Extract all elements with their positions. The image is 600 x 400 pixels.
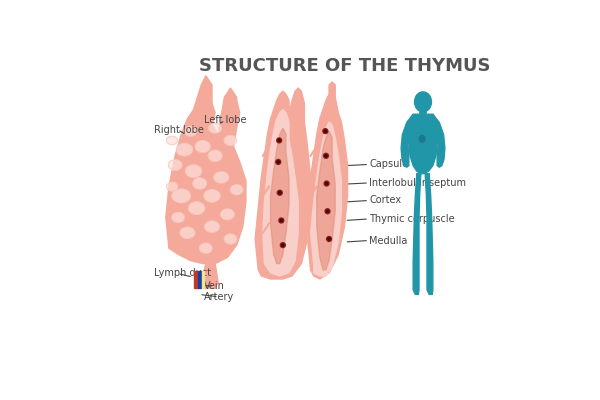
Ellipse shape (224, 234, 236, 244)
Ellipse shape (166, 136, 178, 145)
Ellipse shape (278, 139, 280, 142)
Ellipse shape (230, 185, 243, 195)
Ellipse shape (172, 189, 190, 203)
Polygon shape (221, 88, 236, 116)
Text: Lymph duct: Lymph duct (154, 268, 211, 278)
Ellipse shape (168, 160, 182, 170)
Polygon shape (201, 264, 218, 288)
Ellipse shape (323, 153, 328, 158)
Text: Capsule: Capsule (369, 160, 408, 170)
Text: Left lobe: Left lobe (205, 115, 247, 125)
Text: Thymic corpuscle: Thymic corpuscle (369, 214, 455, 224)
Polygon shape (198, 271, 201, 288)
Polygon shape (308, 82, 347, 279)
Ellipse shape (277, 161, 280, 163)
Ellipse shape (415, 92, 431, 112)
Ellipse shape (325, 182, 328, 185)
Polygon shape (409, 114, 437, 174)
Ellipse shape (326, 236, 332, 242)
Ellipse shape (325, 209, 330, 214)
Text: Right lobe: Right lobe (154, 125, 204, 135)
Text: Vein: Vein (205, 281, 225, 291)
Text: Cortex: Cortex (369, 196, 401, 206)
Polygon shape (255, 88, 311, 279)
Polygon shape (194, 271, 197, 288)
Ellipse shape (326, 210, 329, 212)
Ellipse shape (184, 126, 197, 136)
Ellipse shape (200, 243, 212, 253)
Polygon shape (425, 174, 433, 294)
Polygon shape (194, 76, 212, 110)
Ellipse shape (325, 154, 327, 157)
Ellipse shape (280, 243, 286, 248)
Ellipse shape (277, 190, 282, 195)
Ellipse shape (209, 123, 221, 133)
Ellipse shape (196, 141, 210, 152)
Ellipse shape (208, 150, 222, 161)
Ellipse shape (324, 181, 329, 186)
Ellipse shape (279, 218, 284, 223)
Ellipse shape (176, 144, 193, 156)
Polygon shape (317, 131, 335, 270)
Ellipse shape (166, 182, 178, 191)
Ellipse shape (214, 172, 229, 183)
Polygon shape (263, 110, 298, 276)
Text: STRUCTURE OF THE THYMUS: STRUCTURE OF THE THYMUS (199, 57, 490, 75)
Polygon shape (271, 128, 289, 264)
Polygon shape (433, 114, 445, 167)
Ellipse shape (205, 221, 220, 232)
Ellipse shape (172, 212, 184, 222)
Ellipse shape (281, 244, 284, 246)
Ellipse shape (278, 192, 281, 194)
Ellipse shape (280, 219, 283, 222)
Ellipse shape (276, 160, 281, 164)
Ellipse shape (185, 165, 202, 177)
Text: Medulla: Medulla (369, 236, 407, 246)
Polygon shape (413, 174, 421, 294)
Ellipse shape (193, 178, 206, 189)
Ellipse shape (277, 138, 281, 143)
Ellipse shape (419, 136, 425, 142)
Ellipse shape (328, 238, 330, 240)
Ellipse shape (180, 227, 195, 238)
Text: Interlobular septum: Interlobular septum (369, 178, 466, 188)
Ellipse shape (204, 190, 220, 202)
Ellipse shape (221, 209, 234, 220)
Ellipse shape (188, 202, 205, 214)
Ellipse shape (224, 136, 236, 145)
Polygon shape (166, 97, 246, 264)
Ellipse shape (324, 130, 326, 132)
Polygon shape (401, 114, 413, 167)
Ellipse shape (323, 129, 328, 134)
Polygon shape (202, 271, 205, 288)
Text: Artery: Artery (205, 292, 235, 302)
Polygon shape (419, 112, 427, 114)
Polygon shape (311, 122, 341, 276)
